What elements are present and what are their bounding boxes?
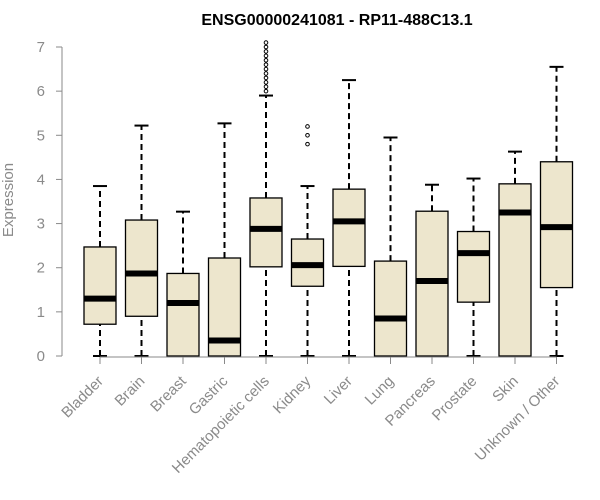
outlier-point [263, 80, 269, 85]
chart-title: ENSG00000241081 - RP11-488C13.1 [201, 12, 472, 29]
box-11 [498, 150, 532, 357]
x-tick-label: Bladder [58, 373, 107, 422]
outlier-point [263, 49, 269, 54]
outlier-point [305, 141, 310, 147]
outlier-point [263, 88, 269, 94]
x-tick-label: Breast [147, 372, 190, 415]
outlier-point [263, 53, 269, 59]
y-tick-label: 2 [37, 260, 45, 277]
y-tick-label: 3 [37, 216, 45, 233]
iqr-box [166, 272, 200, 357]
box-8 [373, 136, 408, 357]
y-tick-label: 4 [37, 171, 45, 188]
iqr-box [332, 188, 366, 268]
x-tick-label: Kidney [270, 372, 315, 417]
y-axis: 0 1 2 3 4 5 6 7 [37, 39, 63, 365]
y-tick-label: 0 [37, 348, 45, 365]
iqr-box [83, 246, 117, 325]
outlier-point [305, 132, 310, 138]
outlier-point [263, 40, 269, 45]
box-4 [207, 122, 242, 357]
boxes-group [83, 40, 574, 357]
box-6 [290, 124, 325, 357]
outlier-point [263, 75, 269, 81]
x-tick-label: Liver [321, 373, 356, 408]
box-9 [415, 183, 449, 357]
x-tick-label: Brain [112, 373, 149, 410]
y-tick-label: 1 [37, 304, 45, 321]
box-5 [249, 40, 283, 357]
outlier-point [263, 84, 269, 90]
y-tick-label: 5 [37, 127, 45, 144]
iqr-box [124, 219, 159, 317]
iqr-box [373, 260, 408, 357]
box-1 [83, 185, 117, 357]
x-tick-label: Skin [489, 373, 522, 406]
outlier-point [305, 124, 310, 129]
outlier-point [263, 71, 269, 76]
outlier-point [263, 57, 269, 63]
box-12 [539, 65, 574, 357]
outlier-point [263, 66, 269, 72]
x-tick-label: Lung [362, 373, 398, 409]
box-2 [124, 124, 159, 357]
box-3 [166, 210, 200, 357]
box-10 [456, 177, 491, 357]
outlier-point [263, 44, 269, 50]
y-axis-label: Expression [0, 163, 17, 237]
y-tick-label: 7 [37, 39, 45, 56]
iqr-box [456, 230, 491, 303]
y-tick-label: 6 [37, 83, 45, 100]
outlier-point [263, 62, 269, 67]
x-tick-label: Prostate [429, 373, 481, 425]
iqr-box [249, 197, 283, 268]
box-7 [332, 79, 366, 357]
